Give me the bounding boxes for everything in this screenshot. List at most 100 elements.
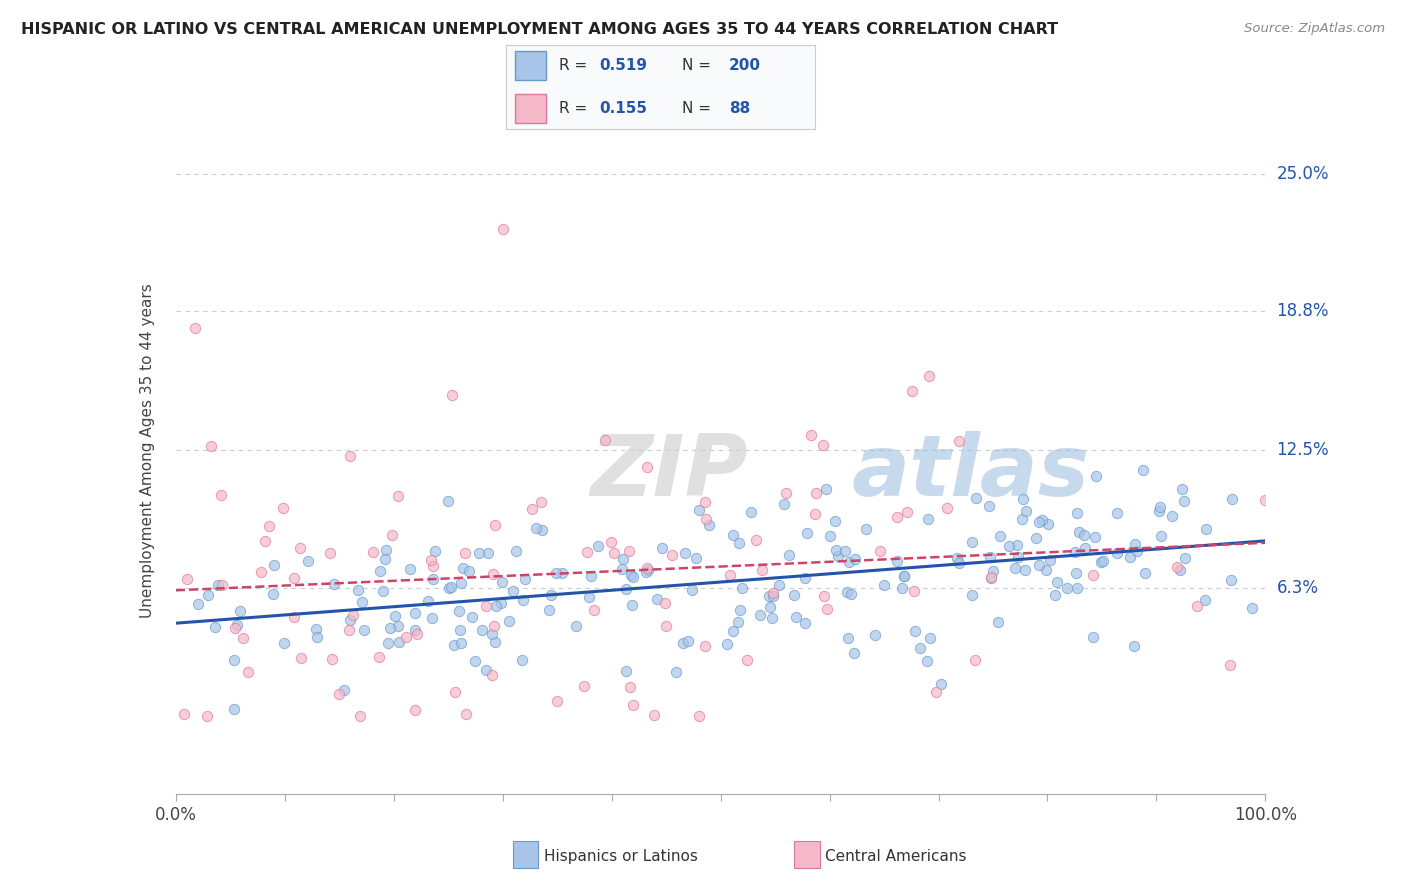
Point — [917, 511, 939, 525]
Text: 0.519: 0.519 — [599, 58, 647, 73]
Point — [721, 624, 744, 638]
Point — [688, 503, 710, 517]
Point — [661, 548, 683, 562]
Point — [305, 622, 328, 636]
Point — [475, 599, 498, 613]
Point — [617, 543, 640, 558]
Point — [980, 570, 1002, 584]
Point — [825, 542, 848, 557]
Point — [987, 615, 1010, 629]
Point — [1166, 560, 1188, 574]
Point — [576, 545, 599, 559]
Point — [651, 541, 673, 555]
Point — [207, 578, 229, 592]
Point — [904, 624, 927, 639]
Point — [1007, 549, 1029, 564]
Point — [464, 654, 486, 668]
Point — [416, 594, 439, 608]
Point — [537, 603, 560, 617]
Point — [936, 501, 959, 516]
Point — [381, 528, 404, 542]
Point — [782, 588, 804, 602]
Point — [980, 571, 1002, 585]
Point — [844, 552, 866, 566]
Point — [636, 561, 658, 575]
Point — [1025, 532, 1047, 546]
Point — [977, 499, 1000, 513]
Point — [718, 568, 741, 582]
Point — [758, 589, 780, 603]
Point — [1107, 506, 1129, 520]
Point — [643, 708, 665, 723]
Point — [224, 653, 246, 667]
Point — [283, 571, 305, 585]
Point — [405, 703, 427, 717]
Point — [586, 539, 609, 553]
Point — [614, 664, 637, 678]
Point — [839, 587, 862, 601]
Point — [737, 653, 759, 667]
Point — [436, 494, 458, 508]
Point — [524, 521, 547, 535]
Point — [1123, 537, 1146, 551]
Point — [387, 619, 409, 633]
Text: atlas: atlas — [852, 431, 1090, 514]
Point — [793, 615, 815, 630]
Point — [342, 607, 364, 622]
Point — [204, 620, 226, 634]
Point — [1126, 544, 1149, 558]
Point — [513, 572, 536, 586]
Point — [491, 575, 513, 590]
Point — [263, 558, 285, 573]
Point — [1083, 631, 1105, 645]
Point — [477, 546, 499, 560]
Point — [530, 495, 553, 509]
Point — [748, 607, 770, 622]
Point — [778, 549, 800, 563]
Point — [250, 565, 273, 579]
Point — [620, 568, 643, 582]
Point — [1083, 568, 1105, 582]
Point — [925, 685, 948, 699]
Bar — [516, 52, 547, 80]
Point — [815, 482, 838, 496]
Point — [1066, 581, 1088, 595]
Point — [896, 505, 918, 519]
Point — [731, 581, 754, 595]
Point — [550, 566, 572, 581]
Point — [835, 585, 858, 599]
Point — [232, 631, 254, 645]
Point — [1132, 463, 1154, 477]
Text: ZIP: ZIP — [591, 431, 748, 514]
Point — [404, 624, 426, 638]
Point — [946, 551, 969, 566]
Bar — [516, 94, 547, 122]
Point — [1194, 593, 1216, 607]
Point — [981, 565, 1004, 579]
Point — [290, 651, 312, 665]
Point — [815, 602, 838, 616]
Point — [1014, 563, 1036, 577]
Point — [368, 565, 391, 579]
Point — [1035, 563, 1057, 577]
Point — [481, 668, 503, 682]
Point — [915, 654, 938, 668]
Point — [339, 449, 361, 463]
Point — [209, 488, 232, 502]
Text: N =: N = — [682, 101, 716, 116]
Point — [1187, 599, 1209, 614]
Point — [768, 578, 790, 592]
Point — [443, 685, 465, 699]
Point — [728, 602, 751, 616]
Point — [583, 603, 606, 617]
Point — [796, 526, 818, 541]
Point — [1219, 658, 1241, 673]
Point — [1161, 509, 1184, 524]
Point — [349, 709, 371, 723]
Point — [886, 554, 908, 568]
Point — [450, 636, 472, 650]
Point — [873, 578, 896, 592]
Point — [1149, 500, 1171, 514]
Text: Hispanics or Latinos: Hispanics or Latinos — [544, 849, 697, 863]
Point — [827, 549, 849, 563]
